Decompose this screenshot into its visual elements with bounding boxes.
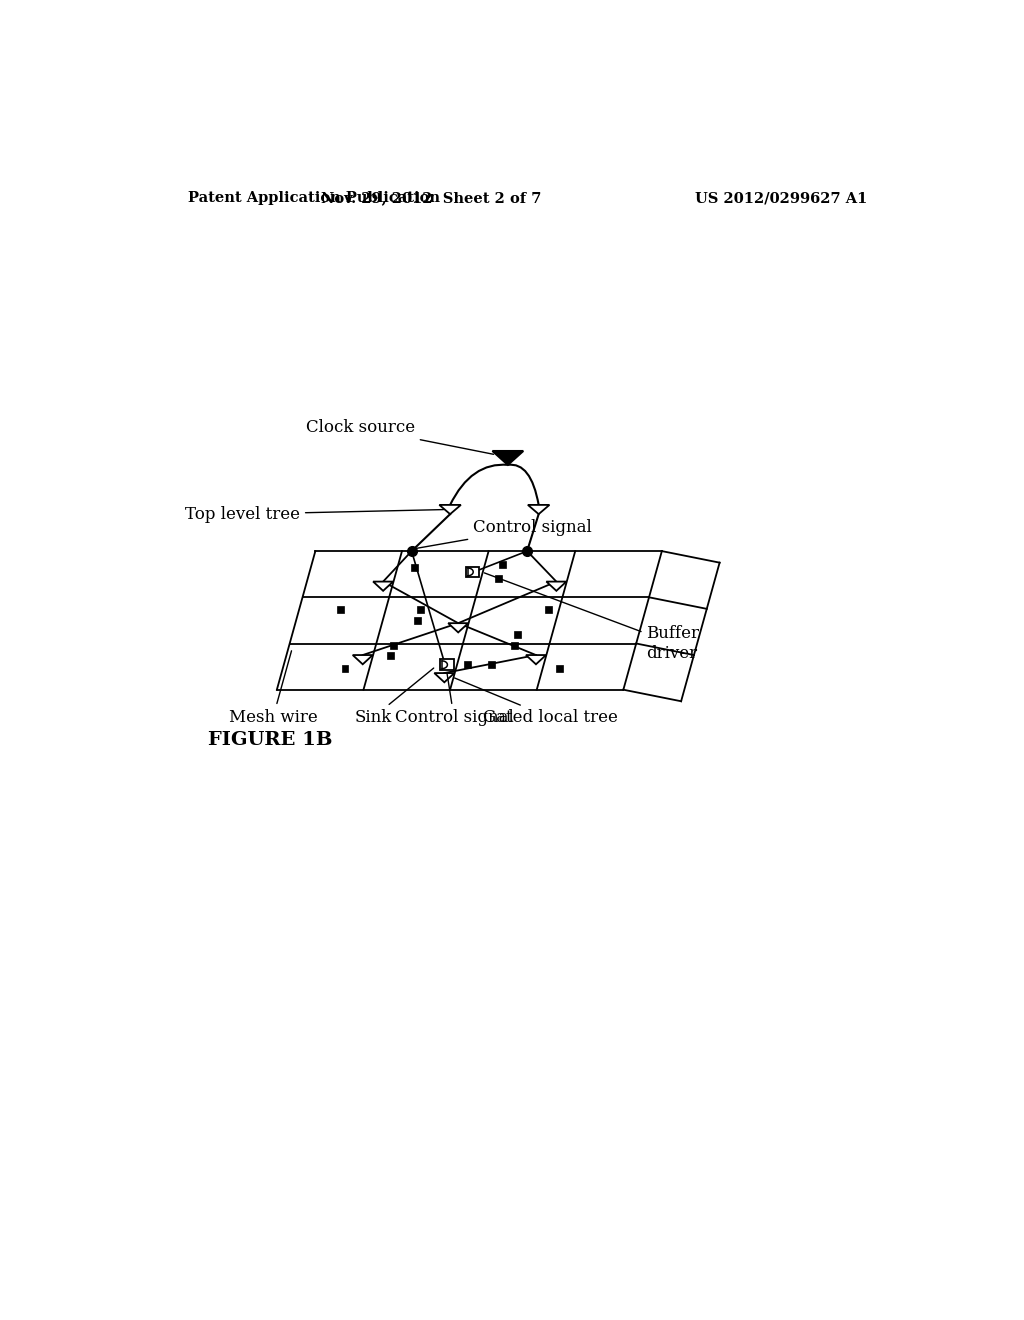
Polygon shape [526,655,546,664]
Text: Mesh wire: Mesh wire [228,651,317,726]
Bar [387,652,394,659]
Text: Patent Application Publication: Patent Application Publication [188,191,440,206]
Polygon shape [373,582,393,591]
Bar [466,566,479,577]
Bar [412,564,418,572]
Text: US 2012/0299627 A1: US 2012/0299627 A1 [695,191,867,206]
Polygon shape [434,673,455,682]
Bar [488,661,496,668]
Text: Top level tree: Top level tree [185,506,443,523]
Bar [417,606,424,612]
Polygon shape [352,655,373,664]
Text: FIGURE 1B: FIGURE 1B [208,731,332,748]
Bar [545,606,552,612]
Text: Control signal: Control signal [394,673,513,726]
Text: Gated local tree: Gated local tree [455,678,617,726]
Bar [514,631,521,638]
Bar [390,642,396,649]
Bar [499,561,506,569]
Polygon shape [493,451,523,465]
Bar [556,665,563,672]
Bar [495,576,502,582]
Bar [464,661,471,668]
Text: Clock source: Clock source [306,420,494,454]
Bar [337,606,344,612]
Polygon shape [547,582,566,591]
Text: Buffer
driver: Buffer driver [484,573,699,661]
Text: Nov. 29, 2012  Sheet 2 of 7: Nov. 29, 2012 Sheet 2 of 7 [321,191,541,206]
Bar [414,616,421,624]
Bar [439,660,454,671]
Bar [342,665,348,672]
Polygon shape [528,506,550,515]
Text: Sink: Sink [354,668,434,726]
Polygon shape [439,506,461,515]
Bar [511,642,518,649]
Text: Control signal: Control signal [417,520,592,548]
Polygon shape [449,623,468,632]
